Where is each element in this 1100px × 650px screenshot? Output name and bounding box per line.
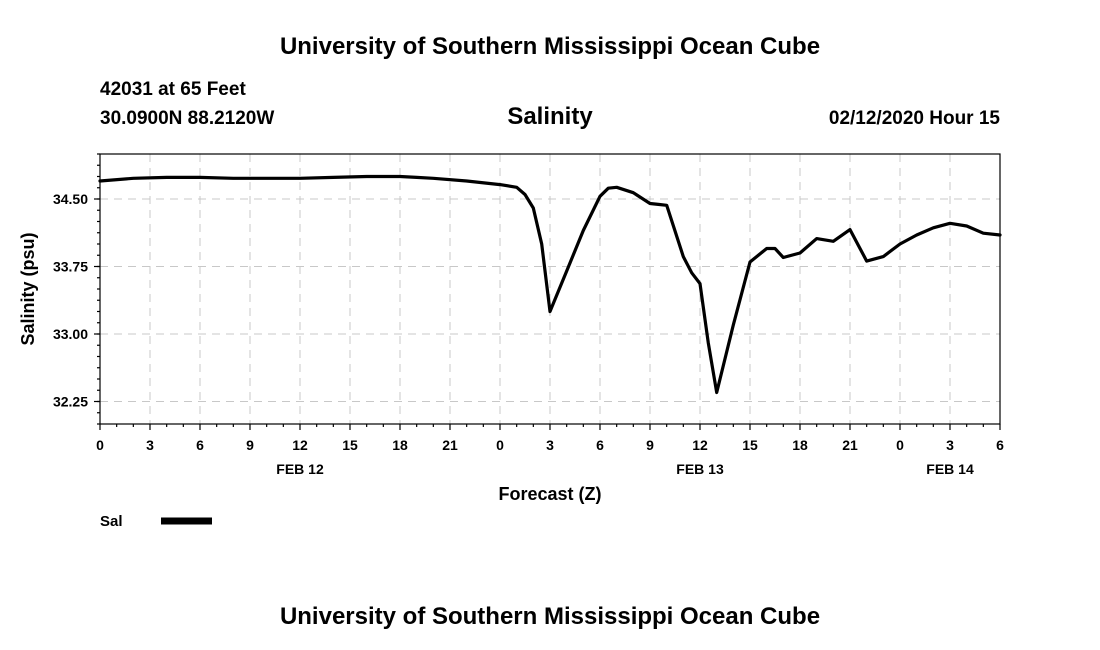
y-axis-label: Salinity (psu)	[18, 232, 38, 345]
bottom-title: University of Southern Mississippi Ocean…	[280, 603, 820, 630]
x-tick-label: 0	[496, 437, 504, 453]
x-tick-label: 6	[996, 437, 1004, 453]
x-tick-label: 18	[792, 437, 808, 453]
x-tick-label: 15	[742, 437, 758, 453]
x-tick-label: 3	[946, 437, 954, 453]
x-tick-label: 15	[342, 437, 358, 453]
x-tick-label: 12	[692, 437, 708, 453]
legend-label: Sal	[100, 513, 123, 530]
x-tick-label: 21	[842, 437, 858, 453]
date-label: FEB 12	[276, 461, 324, 477]
y-tick-label: 32.25	[53, 394, 88, 410]
x-tick-label: 21	[442, 437, 458, 453]
x-axis-label: Forecast (Z)	[498, 484, 601, 504]
x-tick-label: 3	[546, 437, 554, 453]
coordinates-label: 30.0900N 88.2120W	[100, 108, 274, 129]
grid	[100, 154, 1000, 424]
axis-ticks	[94, 153, 1001, 430]
x-tick-label: 18	[392, 437, 408, 453]
x-tick-label: 0	[96, 437, 104, 453]
forecast-time-label: 02/12/2020 Hour 15	[829, 108, 1001, 129]
date-label: FEB 13	[676, 461, 724, 477]
date-label: FEB 14	[926, 461, 974, 477]
x-tick-label: 0	[896, 437, 904, 453]
x-tick-label: 6	[196, 437, 204, 453]
y-tick-label: 33.00	[53, 326, 88, 342]
chart-title: Salinity	[507, 103, 593, 130]
x-tick-label: 3	[146, 437, 154, 453]
y-tick-label: 33.75	[53, 259, 88, 275]
plot-series	[98, 174, 1002, 395]
x-tick-label: 9	[246, 437, 254, 453]
top-title: University of Southern Mississippi Ocean…	[280, 33, 820, 60]
tick-labels: 0 3 6 9 12 15 18 21 0 3 6 9 12 15 18 21 0 3 6 32.25 33.00 33.…	[53, 191, 1004, 477]
x-tick-label: 12	[292, 437, 308, 453]
x-tick-label: 6	[596, 437, 604, 453]
series-line-sal	[98, 174, 1002, 395]
station-depth-label: 42031 at 65 Feet	[100, 79, 246, 100]
y-tick-label: 34.50	[53, 191, 88, 207]
x-tick-label: 9	[646, 437, 654, 453]
